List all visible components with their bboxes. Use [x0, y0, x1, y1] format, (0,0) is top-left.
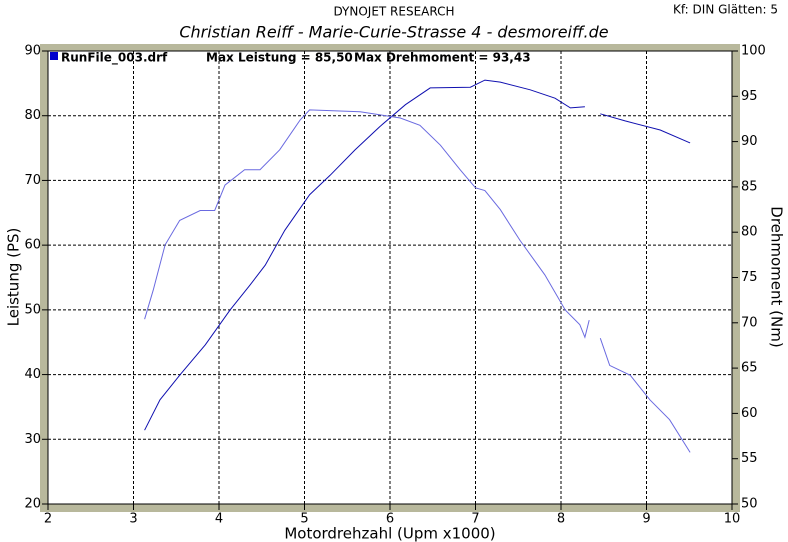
y-tick-label: 70	[24, 173, 41, 188]
y2-tick-label: 85	[741, 179, 758, 194]
y2-tick-label: 65	[741, 361, 758, 376]
y2-tick-label: 90	[741, 134, 758, 149]
legend-swatch	[50, 52, 58, 60]
y-tick-label: 40	[24, 367, 41, 382]
x-tick-label: 10	[724, 512, 741, 527]
y-tick-label: 30	[24, 432, 41, 447]
legend-file: RunFile_003.drf	[61, 51, 168, 66]
y2-tick-label: 100	[741, 44, 766, 59]
y-axis-label: Leistung (PS)	[5, 228, 23, 327]
series-line	[144, 109, 691, 453]
x-tick-label: 3	[129, 512, 137, 527]
y2-tick-label: 70	[741, 315, 758, 330]
x-tick-label: 7	[471, 512, 479, 527]
y2-tick-label: 50	[741, 497, 758, 512]
x-tick-label: 9	[642, 512, 650, 527]
series-line	[144, 79, 691, 431]
x-tick-label: 8	[557, 512, 565, 527]
y2-tick-label: 55	[741, 451, 758, 466]
legend-power: Max Leistung = 85,50	[206, 51, 353, 65]
y-tick-label: 90	[24, 44, 41, 59]
header: DYNOJET RESEARCH	[333, 5, 454, 19]
y2-tick-label: 80	[741, 225, 758, 240]
settings: Kf: DIN Glätten: 5	[673, 3, 778, 17]
legend-torque: Max Drehmoment = 93,43	[354, 51, 531, 65]
y-tick-label: 80	[24, 108, 41, 123]
x-tick-label: 6	[386, 512, 394, 527]
y-tick-label: 20	[24, 497, 41, 512]
y2-tick-label: 75	[741, 270, 758, 285]
x-tick-label: 5	[300, 512, 308, 527]
x-tick-label: 4	[215, 512, 223, 527]
x-axis-label: Motordrehzahl (Upm x1000)	[284, 525, 495, 542]
y-tick-label: 60	[24, 238, 41, 253]
y2-tick-label: 60	[741, 406, 758, 421]
chart-title: Christian Reiff - Marie-Curie-Strasse 4 …	[179, 23, 608, 42]
x-tick-label: 2	[44, 512, 52, 527]
y-tick-label: 50	[24, 302, 41, 317]
y2-axis-label: Drehmoment (Nm)	[768, 206, 786, 347]
y2-tick-label: 95	[741, 89, 758, 104]
